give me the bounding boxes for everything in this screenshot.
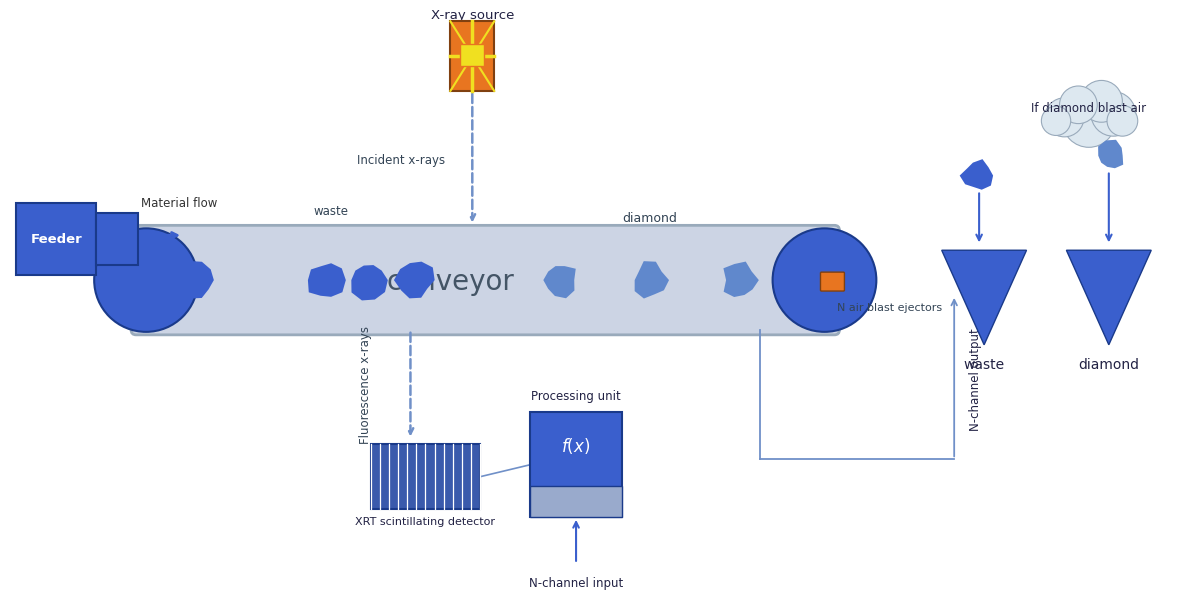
Text: N air blast ejectors: N air blast ejectors	[838, 303, 942, 313]
Text: X-ray source: X-ray source	[431, 10, 514, 22]
Text: Material flow: Material flow	[142, 197, 217, 211]
FancyBboxPatch shape	[17, 203, 96, 275]
Polygon shape	[635, 261, 670, 299]
Circle shape	[1108, 106, 1138, 136]
Polygon shape	[352, 265, 388, 301]
Text: waste: waste	[313, 205, 348, 218]
FancyBboxPatch shape	[450, 21, 494, 91]
Text: Incident x-rays: Incident x-rays	[358, 154, 445, 167]
Text: If diamond blast air: If diamond blast air	[1031, 103, 1146, 115]
Text: waste: waste	[964, 358, 1004, 372]
Polygon shape	[1098, 140, 1123, 168]
Text: Fluorescence x-rays: Fluorescence x-rays	[359, 326, 372, 443]
Text: diamond: diamond	[1079, 358, 1139, 372]
Text: $f(x)$: $f(x)$	[562, 436, 590, 456]
Circle shape	[1045, 98, 1084, 137]
Text: N-channel input: N-channel input	[529, 577, 623, 590]
FancyBboxPatch shape	[461, 44, 485, 66]
FancyBboxPatch shape	[530, 485, 622, 517]
FancyBboxPatch shape	[530, 412, 622, 517]
Circle shape	[773, 229, 876, 332]
Text: conveyor: conveyor	[386, 268, 515, 296]
Text: Feeder: Feeder	[30, 233, 82, 246]
FancyBboxPatch shape	[96, 214, 138, 265]
Circle shape	[1080, 80, 1122, 122]
FancyBboxPatch shape	[821, 272, 845, 291]
Polygon shape	[179, 261, 214, 298]
Polygon shape	[960, 159, 994, 190]
Circle shape	[1060, 86, 1097, 124]
Polygon shape	[942, 250, 1026, 345]
Text: Processing unit: Processing unit	[532, 389, 620, 403]
Circle shape	[94, 229, 198, 332]
Polygon shape	[394, 262, 434, 298]
Text: XRT scintillating detector: XRT scintillating detector	[355, 517, 496, 527]
FancyBboxPatch shape	[371, 445, 480, 509]
Polygon shape	[308, 263, 346, 297]
Text: N-channel output: N-channel output	[970, 328, 982, 431]
Polygon shape	[724, 262, 758, 297]
Circle shape	[1091, 92, 1135, 136]
Polygon shape	[544, 266, 576, 298]
Circle shape	[1042, 106, 1070, 136]
FancyBboxPatch shape	[131, 226, 840, 335]
Polygon shape	[1067, 250, 1151, 345]
Text: diamond: diamond	[623, 212, 677, 226]
Circle shape	[1062, 94, 1116, 148]
